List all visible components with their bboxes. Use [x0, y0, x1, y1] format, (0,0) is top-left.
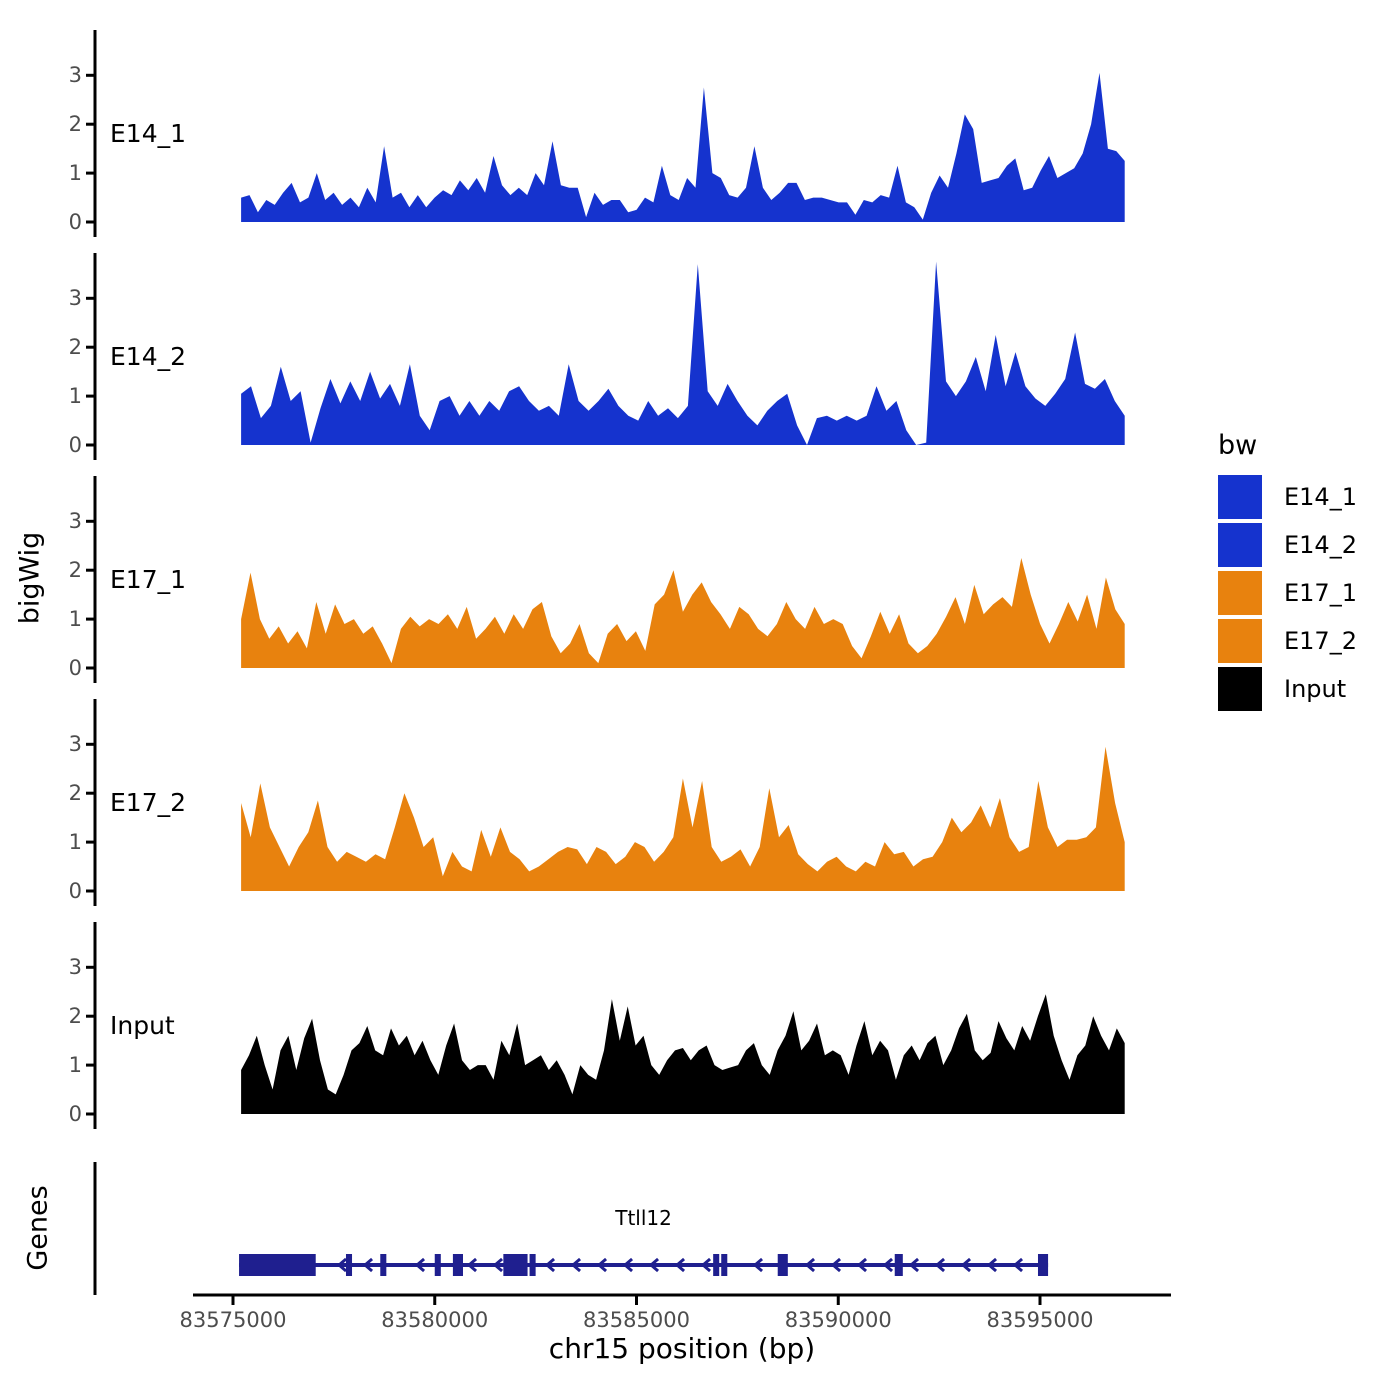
x-tick-label: 83585000: [583, 1308, 690, 1332]
strand-arrow-icon: [856, 1257, 868, 1273]
gene-name-label: Ttll12: [615, 1206, 672, 1230]
track-label-E17_2: E17_2: [110, 788, 187, 817]
y-tick-label: 3: [68, 286, 82, 311]
strand-arrow-icon: [570, 1257, 582, 1273]
gene-exon: [721, 1254, 728, 1276]
y-tick-label: 2: [68, 781, 82, 806]
strand-arrow-icon: [804, 1257, 816, 1273]
legend-entry-Input: Input: [1218, 667, 1357, 711]
gene-exon: [894, 1254, 903, 1276]
legend-entry-E14_2: E14_2: [1218, 523, 1357, 567]
legend-entries: E14_1 E14_2 E17_1 E17_2 Input: [1218, 475, 1357, 711]
legend-entry-E17_2: E17_2: [1218, 619, 1357, 663]
genes-panel-title: Genes: [22, 1185, 54, 1271]
y-tick-label: 3: [68, 732, 82, 757]
strand-arrow-icon: [622, 1257, 634, 1273]
y-tick-label: 0: [68, 1102, 82, 1126]
legend-swatch-E17_2: [1218, 619, 1262, 663]
gene-exon: [345, 1254, 353, 1276]
legend-label-E14_1: E14_1: [1284, 483, 1357, 511]
x-tick-label: 83595000: [986, 1308, 1094, 1332]
x-tick-label: 83590000: [784, 1308, 892, 1332]
y-tick-label: 2: [68, 335, 82, 360]
legend-entry-E14_1: E14_1: [1218, 475, 1357, 519]
strand-arrow-icon: [700, 1257, 712, 1273]
y-tick-label: 1: [68, 1053, 82, 1078]
strand-arrow-icon: [960, 1257, 972, 1273]
x-tick-label: 83580000: [381, 1308, 489, 1332]
strand-arrow-icon: [466, 1257, 478, 1273]
y-tick-label: 3: [68, 955, 82, 980]
y-tick-label: 1: [68, 161, 82, 186]
coverage-area-E14_2: [241, 261, 1125, 445]
legend-entry-E17_1: E17_1: [1218, 571, 1357, 615]
strand-arrow-icon: [492, 1257, 504, 1273]
gene-exon: [713, 1254, 720, 1276]
gene-exon: [452, 1254, 463, 1276]
coverage-area-Input: [241, 994, 1125, 1114]
legend: bw E14_1 E14_2 E17_1 E17_2 Input: [1218, 430, 1357, 715]
strand-arrow-icon: [908, 1257, 920, 1273]
legend-label-E14_2: E14_2: [1284, 531, 1357, 559]
strand-arrow-icon: [648, 1257, 660, 1273]
y-tick-label: 3: [68, 509, 82, 534]
legend-label-E17_2: E17_2: [1284, 627, 1357, 655]
gene-exon: [434, 1254, 441, 1276]
gene-exon: [777, 1254, 788, 1276]
y-tick-label: 2: [68, 1004, 82, 1029]
strand-arrow-icon: [986, 1257, 998, 1273]
strand-arrow-icon: [362, 1257, 374, 1273]
gene-exon: [503, 1254, 528, 1276]
strand-arrow-icon: [830, 1257, 842, 1273]
legend-label-Input: Input: [1284, 675, 1347, 703]
coverage-area-E17_2: [241, 746, 1125, 891]
x-tick-label: 83575000: [179, 1308, 287, 1332]
strand-arrow-icon: [674, 1257, 686, 1273]
y-tick-label: 1: [68, 384, 82, 409]
strand-arrow-icon: [1012, 1257, 1024, 1273]
track-label-E14_1: E14_1: [110, 119, 187, 148]
gene-exon: [1037, 1254, 1049, 1276]
legend-swatch-E14_2: [1218, 523, 1262, 567]
strand-arrow-icon: [414, 1257, 426, 1273]
track-label-E14_2: E14_2: [110, 342, 187, 371]
y-tick-label: 1: [68, 830, 82, 855]
y-tick-label: 1: [68, 607, 82, 632]
y-tick-label: 0: [68, 433, 82, 457]
strand-arrow-icon: [934, 1257, 946, 1273]
legend-title: bw: [1218, 430, 1258, 461]
strand-arrow-icon: [336, 1257, 348, 1273]
y-tick-label: 0: [68, 879, 82, 903]
coverage-area-E17_1: [241, 558, 1125, 668]
legend-label-E17_1: E17_1: [1284, 579, 1357, 607]
track-label-E17_1: E17_1: [110, 565, 187, 594]
y-tick-label: 0: [68, 210, 82, 234]
strand-arrow-icon: [544, 1257, 556, 1273]
y-tick-label: 2: [68, 112, 82, 137]
legend-swatch-Input: [1218, 667, 1262, 711]
legend-swatch-E17_1: [1218, 571, 1262, 615]
gene-exon: [529, 1254, 536, 1276]
strand-arrow-icon: [752, 1257, 764, 1273]
y-tick-label: 3: [68, 63, 82, 88]
gene-exon: [380, 1254, 387, 1276]
x-axis-title: chr15 position (bp): [548, 1332, 816, 1365]
gene-exon: [239, 1254, 316, 1276]
coverage-area-E14_1: [241, 72, 1125, 223]
strand-arrow-icon: [596, 1257, 608, 1273]
y-tick-label: 2: [68, 558, 82, 583]
legend-swatch-E14_1: [1218, 475, 1262, 519]
track-label-Input: Input: [110, 1011, 175, 1040]
y-tick-label: 0: [68, 656, 82, 680]
strand-arrow-icon: [882, 1257, 894, 1273]
